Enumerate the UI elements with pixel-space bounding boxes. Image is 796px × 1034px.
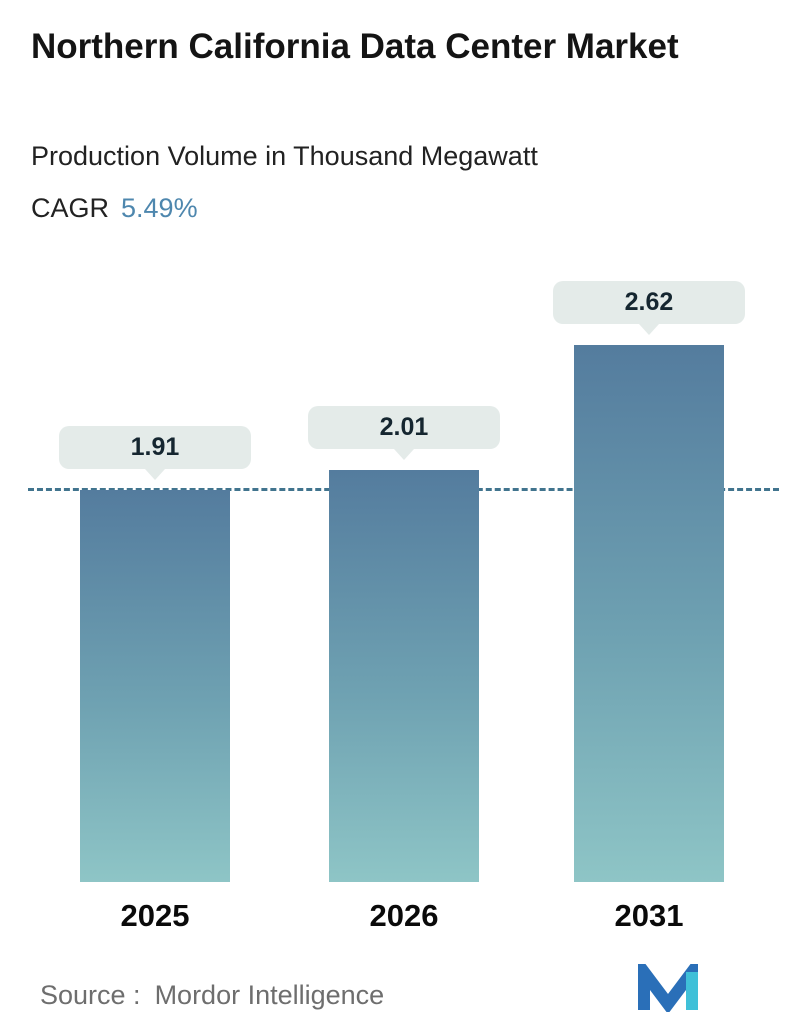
value-label-2031: 2.62	[624, 288, 674, 316]
bar-group-2026: 2.01 2026	[308, 406, 500, 933]
chart-title: Northern California Data Center Market	[31, 27, 679, 66]
value-tooltip-2025: 1.91	[59, 426, 251, 469]
bar-group-2025: 1.91 2025	[59, 426, 251, 933]
value-label-2026: 2.01	[379, 413, 429, 441]
mordor-intelligence-logo	[638, 964, 698, 1012]
bar-2025	[80, 490, 230, 882]
bar-2026	[329, 470, 479, 882]
value-label-2025: 1.91	[130, 433, 180, 461]
chart-subtitle: Production Volume in Thousand Megawatt	[31, 141, 538, 171]
bar-group-2031: 2.62 2031	[553, 281, 745, 933]
bar-2031	[574, 345, 724, 882]
x-axis-label-2025: 2025	[120, 898, 190, 933]
source-value: Mordor Intelligence	[154, 980, 385, 1010]
x-axis-label-2026: 2026	[369, 898, 439, 933]
source-attribution: Source : Mordor Intelligence	[40, 980, 384, 1011]
value-tooltip-2026: 2.01	[308, 406, 500, 449]
cagr-line: CAGR 5.49%	[31, 193, 198, 224]
source-label: Source :	[40, 980, 141, 1010]
x-axis-label-2031: 2031	[614, 898, 684, 933]
value-tooltip-2031: 2.62	[553, 281, 745, 324]
cagr-value: 5.49%	[121, 193, 198, 223]
cagr-label: CAGR	[31, 193, 110, 223]
